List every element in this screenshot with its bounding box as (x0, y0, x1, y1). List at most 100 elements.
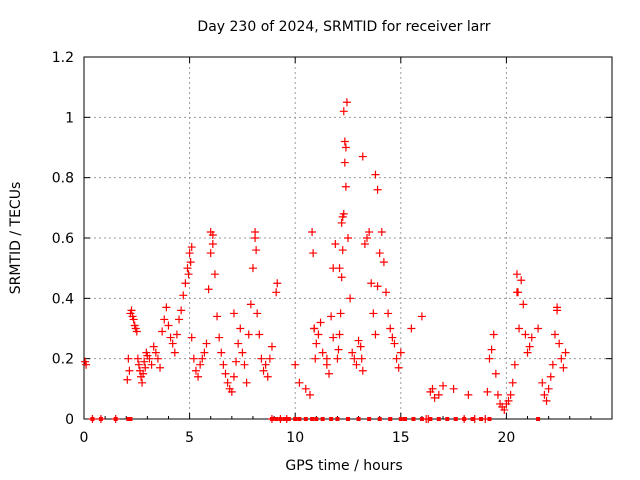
data-point (542, 396, 551, 405)
x-tick-label: 0 (80, 430, 89, 446)
data-point (430, 393, 439, 402)
data-point (525, 342, 534, 351)
data-point (357, 354, 366, 363)
chart-title: Day 230 of 2024, SRMTID for receiver lar… (197, 19, 490, 35)
data-point (217, 348, 226, 357)
zero-point (314, 417, 319, 421)
data-point (341, 143, 350, 152)
data-point (255, 330, 264, 339)
data-point (515, 324, 524, 333)
zero-point (388, 417, 393, 421)
zero-point (335, 417, 340, 421)
data-point (350, 354, 359, 363)
data-point (162, 303, 171, 312)
data-point (234, 339, 243, 348)
data-point (227, 387, 236, 396)
zero-point (310, 417, 315, 421)
data-point (338, 212, 347, 221)
zero-point (356, 417, 361, 421)
data-point (483, 387, 492, 396)
data-point (206, 249, 215, 258)
zero-point (128, 417, 133, 421)
zero-point (462, 417, 467, 421)
data-point (360, 240, 369, 249)
data-point (544, 384, 553, 393)
data-point (232, 357, 241, 366)
data-point (386, 324, 395, 333)
data-point (557, 354, 566, 363)
data-point (338, 246, 347, 255)
data-point (548, 360, 557, 369)
data-point (517, 276, 526, 285)
zero-point (329, 417, 334, 421)
data-point (215, 333, 224, 342)
zero-point (377, 417, 382, 421)
data-point (500, 405, 509, 414)
data-point (229, 372, 238, 381)
data-point (186, 258, 195, 267)
data-point (242, 378, 251, 387)
data-point (147, 360, 156, 369)
data-point (382, 288, 391, 297)
data-point (392, 354, 401, 363)
data-point (251, 227, 260, 236)
data-point (510, 360, 519, 369)
data-point (200, 348, 209, 357)
data-point (248, 264, 257, 273)
data-point (213, 312, 222, 321)
data-point (371, 330, 380, 339)
data-point (204, 285, 213, 294)
data-point (394, 363, 403, 372)
data-point (198, 354, 207, 363)
data-point (506, 390, 515, 399)
data-point (179, 291, 188, 300)
y-tick-label: 0.6 (52, 231, 74, 247)
data-point (311, 354, 320, 363)
data-point (151, 348, 160, 357)
data-point (334, 345, 343, 354)
data-point (310, 324, 319, 333)
data-point (181, 279, 190, 288)
data-point (257, 354, 266, 363)
data-point (352, 360, 361, 369)
data-point (134, 360, 143, 369)
data-point (244, 330, 253, 339)
zero-point (90, 417, 95, 421)
zero-point (282, 417, 287, 421)
data-point (291, 360, 300, 369)
data-point (375, 249, 384, 258)
zero-point (428, 417, 433, 421)
data-point (185, 249, 194, 258)
data-point (158, 327, 167, 336)
data-point (124, 354, 133, 363)
data-point (223, 378, 232, 387)
data-point (367, 279, 376, 288)
data-point (390, 339, 399, 348)
data-point (189, 354, 198, 363)
y-tick-label: 0.8 (52, 171, 74, 187)
data-point (133, 354, 142, 363)
data-point (553, 303, 562, 312)
data-points (81, 98, 570, 423)
data-point (540, 390, 549, 399)
data-point (191, 366, 200, 375)
data-point (196, 360, 205, 369)
data-point (555, 339, 564, 348)
data-point (309, 249, 318, 258)
zero-point (403, 417, 408, 421)
data-point (358, 366, 367, 375)
data-point (342, 98, 351, 107)
x-tick-label: 15 (392, 430, 410, 446)
zero-point (113, 417, 118, 421)
x-tick-label: 20 (497, 430, 515, 446)
data-point (365, 227, 374, 236)
data-point (183, 264, 192, 273)
data-point (379, 258, 388, 267)
zero-point (126, 417, 131, 421)
data-point (434, 390, 443, 399)
data-point (240, 360, 249, 369)
zero-point (398, 417, 403, 421)
data-point (194, 372, 203, 381)
data-point (493, 390, 502, 399)
data-point (550, 330, 559, 339)
